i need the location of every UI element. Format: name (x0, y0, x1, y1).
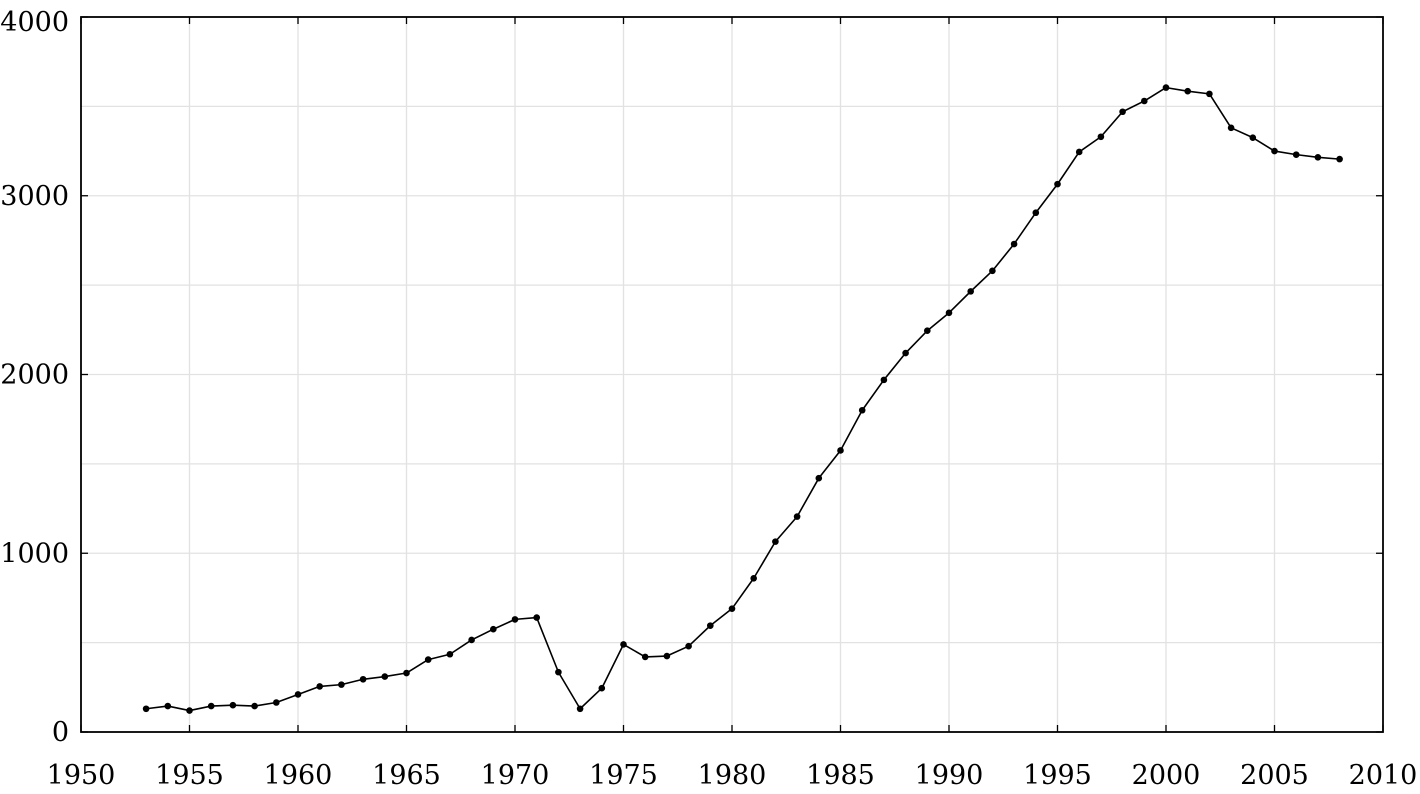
data-point (1119, 108, 1126, 116)
data-series (142, 84, 1343, 714)
x-tick-label: 1950 (47, 760, 116, 789)
x-tick-label: 2005 (1240, 760, 1309, 789)
data-point (989, 267, 996, 275)
data-point (924, 327, 931, 335)
data-point (902, 349, 909, 357)
data-point (793, 513, 801, 520)
data-point (663, 652, 671, 660)
data-point (750, 574, 757, 582)
data-point (858, 406, 866, 414)
data-point (815, 474, 823, 482)
data-point (490, 625, 497, 633)
data-point (1249, 134, 1257, 141)
data-point (945, 309, 953, 317)
data-point (316, 683, 324, 690)
x-tick-label: 1965 (372, 760, 441, 789)
data-point (598, 684, 606, 692)
data-point (359, 675, 367, 683)
data-point (641, 653, 649, 661)
x-tick-label: 1960 (264, 760, 333, 789)
x-tick-label: 2010 (1349, 760, 1418, 789)
x-axis-tick-labels: 1950 1955 1960 1965 1970 1975 1980 1985 1990 1995… (47, 760, 1418, 791)
data-point (1075, 148, 1083, 156)
data-point (728, 605, 736, 612)
x-tick-label: 1995 (1023, 760, 1092, 789)
x-tick-label: 1985 (806, 760, 875, 789)
data-point (1162, 84, 1170, 91)
data-point (142, 705, 150, 713)
data-point (251, 702, 258, 710)
data-point (468, 636, 475, 644)
x-tick-label: 1980 (698, 760, 767, 789)
data-point (1032, 209, 1040, 217)
y-tick-label: 1000 (0, 538, 69, 569)
data-point (424, 656, 432, 663)
data-point (1184, 87, 1191, 95)
grid-lines (81, 17, 1383, 732)
data-point (1271, 147, 1278, 155)
y-tick-label: 3000 (0, 181, 69, 212)
data-point (533, 614, 540, 621)
x-tick-label: 1970 (481, 760, 550, 789)
data-point (555, 668, 562, 676)
data-point (1054, 180, 1061, 188)
x-tick-label: 1990 (915, 760, 984, 789)
axis-ticks (80, 16, 1384, 733)
data-point (576, 705, 584, 713)
y-tick-label: 0 (52, 717, 69, 748)
data-point (837, 447, 844, 454)
data-point (772, 538, 779, 545)
series-line (146, 86, 1340, 712)
x-tick-label: 2000 (1132, 760, 1201, 789)
data-point (620, 641, 627, 648)
data-point (186, 707, 193, 714)
data-point (707, 622, 714, 629)
data-point (1292, 151, 1300, 158)
y-tick-label: 2000 (0, 360, 69, 391)
data-point (338, 681, 345, 688)
data-point (446, 650, 454, 658)
data-point (967, 288, 974, 295)
data-point (207, 702, 215, 710)
data-point (403, 669, 410, 677)
data-point (294, 691, 302, 698)
data-point (1314, 154, 1322, 161)
x-tick-label: 1975 (589, 760, 658, 789)
x-tick-label: 1955 (155, 760, 224, 789)
data-point (1336, 155, 1343, 163)
y-axis-tick-labels: 0 1000 2000 3000 4000 (0, 7, 69, 748)
data-point (1206, 90, 1213, 98)
data-point (511, 616, 519, 623)
data-point (880, 376, 888, 384)
data-point (381, 673, 389, 680)
data-point (1141, 97, 1148, 105)
data-point (164, 702, 172, 710)
data-point (1227, 124, 1235, 132)
y-tick-label: 4000 (0, 7, 69, 38)
data-point (1097, 133, 1105, 141)
data-point (229, 701, 237, 709)
data-point (685, 642, 692, 650)
data-point (273, 699, 280, 706)
data-point (1010, 240, 1018, 248)
